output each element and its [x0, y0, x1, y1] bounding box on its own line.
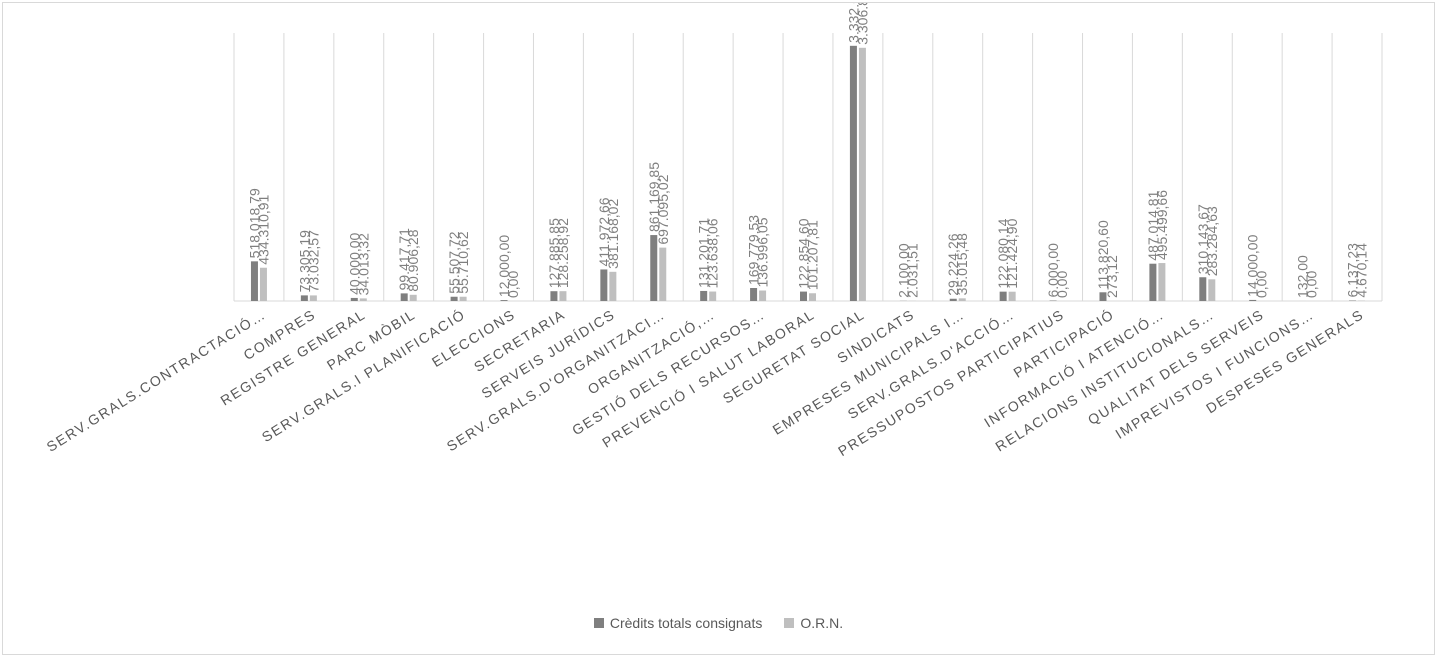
bar	[359, 298, 367, 301]
bar	[759, 290, 767, 301]
data-label: 861.169,85	[646, 162, 662, 232]
bar	[259, 267, 267, 301]
data-label: 0,00	[1304, 271, 1320, 298]
data-label: 381.168,02	[605, 199, 621, 269]
data-label: 495.499,66	[1154, 190, 1170, 260]
data-label: 122.080,14	[995, 218, 1011, 288]
data-label: 0,00	[505, 271, 521, 298]
data-label: 0,00	[1254, 271, 1270, 298]
data-label: 40.000,00	[346, 232, 362, 294]
bar	[1149, 263, 1157, 301]
data-label: 128.258,92	[555, 218, 571, 288]
bar	[650, 235, 658, 301]
data-label: 2.100,00	[895, 243, 911, 298]
bar	[750, 287, 758, 301]
data-label: 3.332.611,15	[845, 3, 861, 43]
data-label: 73.032,57	[305, 230, 321, 292]
data-label: 127.885,85	[546, 218, 562, 288]
data-label: 411.972,66	[596, 197, 612, 266]
data-label: 121.424,90	[1004, 218, 1020, 288]
data-label: 2.031,51	[904, 243, 920, 298]
bar	[1008, 291, 1016, 301]
data-label: 73.305,19	[296, 230, 312, 292]
bar	[1158, 263, 1166, 301]
bar	[1199, 277, 1207, 301]
data-label: 101.207,81	[805, 220, 821, 290]
bar	[700, 290, 708, 301]
data-label: 518.018,79	[246, 188, 262, 258]
data-label: 14.000,00	[1245, 234, 1261, 296]
data-label: 29.224,26	[945, 233, 961, 295]
bar	[250, 261, 258, 301]
data-label: 273,12	[1104, 255, 1120, 298]
data-label: 6.137,23	[1345, 243, 1361, 298]
legend-swatch-orn	[784, 618, 795, 628]
bar	[300, 295, 308, 301]
category-label: SERV.GRALS.CONTRACTACIÓ…	[44, 306, 269, 455]
data-label: 0,00	[1054, 271, 1070, 298]
data-label: 113.820,60	[1095, 220, 1111, 289]
bar	[600, 269, 608, 301]
legend: Crèdits totals consignats O.R.N.	[3, 615, 1434, 631]
data-label: 487.014,81	[1145, 190, 1161, 260]
bar	[858, 47, 866, 301]
bar	[999, 291, 1007, 301]
bar	[400, 293, 408, 301]
data-label: 80.906,28	[405, 229, 421, 291]
data-label: 6.000,00	[1045, 243, 1061, 298]
data-label: 283.284,63	[1204, 206, 1220, 276]
legend-item-credits: Crèdits totals consignats	[593, 615, 763, 631]
bar	[709, 291, 717, 301]
data-label: 4.670,14	[1354, 243, 1370, 298]
data-label: 55.710,62	[455, 231, 471, 293]
bar	[609, 271, 617, 301]
legend-label-credits: Crèdits totals consignats	[609, 615, 763, 631]
bar	[500, 300, 508, 301]
bar	[949, 298, 957, 301]
data-label: 310.143,67	[1195, 204, 1211, 274]
data-label: 3.306.880,58	[854, 3, 870, 45]
data-label: 169.779,53	[746, 215, 762, 285]
data-label: 12.000,00	[496, 235, 512, 297]
bar	[309, 295, 317, 301]
bar	[1099, 292, 1107, 301]
bar	[350, 297, 358, 301]
bar	[659, 247, 667, 301]
data-label: 55.507,72	[446, 231, 462, 293]
bar	[459, 296, 467, 301]
data-label: 35.015,48	[954, 233, 970, 295]
data-label: 122.854,60	[796, 218, 812, 288]
data-label: 99.417,71	[396, 228, 412, 290]
data-label: 123.638,06	[705, 218, 721, 288]
bar	[1208, 279, 1216, 301]
bar	[550, 291, 558, 301]
bar	[450, 296, 458, 301]
data-label: 34.013,32	[355, 233, 371, 295]
bar	[809, 293, 816, 301]
data-label: 697.095,02	[655, 174, 671, 244]
data-label: 132,00	[1295, 255, 1311, 298]
data-label: 434.310,91	[255, 194, 271, 264]
legend-item-orn: O.R.N.	[784, 615, 843, 631]
legend-label-orn: O.R.N.	[800, 615, 844, 631]
bar	[409, 294, 417, 301]
bar	[800, 291, 807, 301]
bar	[559, 291, 567, 301]
data-label: 131.201,71	[696, 218, 712, 288]
bar	[1249, 299, 1257, 301]
bar	[958, 298, 966, 301]
data-label: 136.996,05	[755, 217, 771, 287]
legend-swatch-credits	[593, 618, 604, 628]
bar	[849, 45, 857, 302]
